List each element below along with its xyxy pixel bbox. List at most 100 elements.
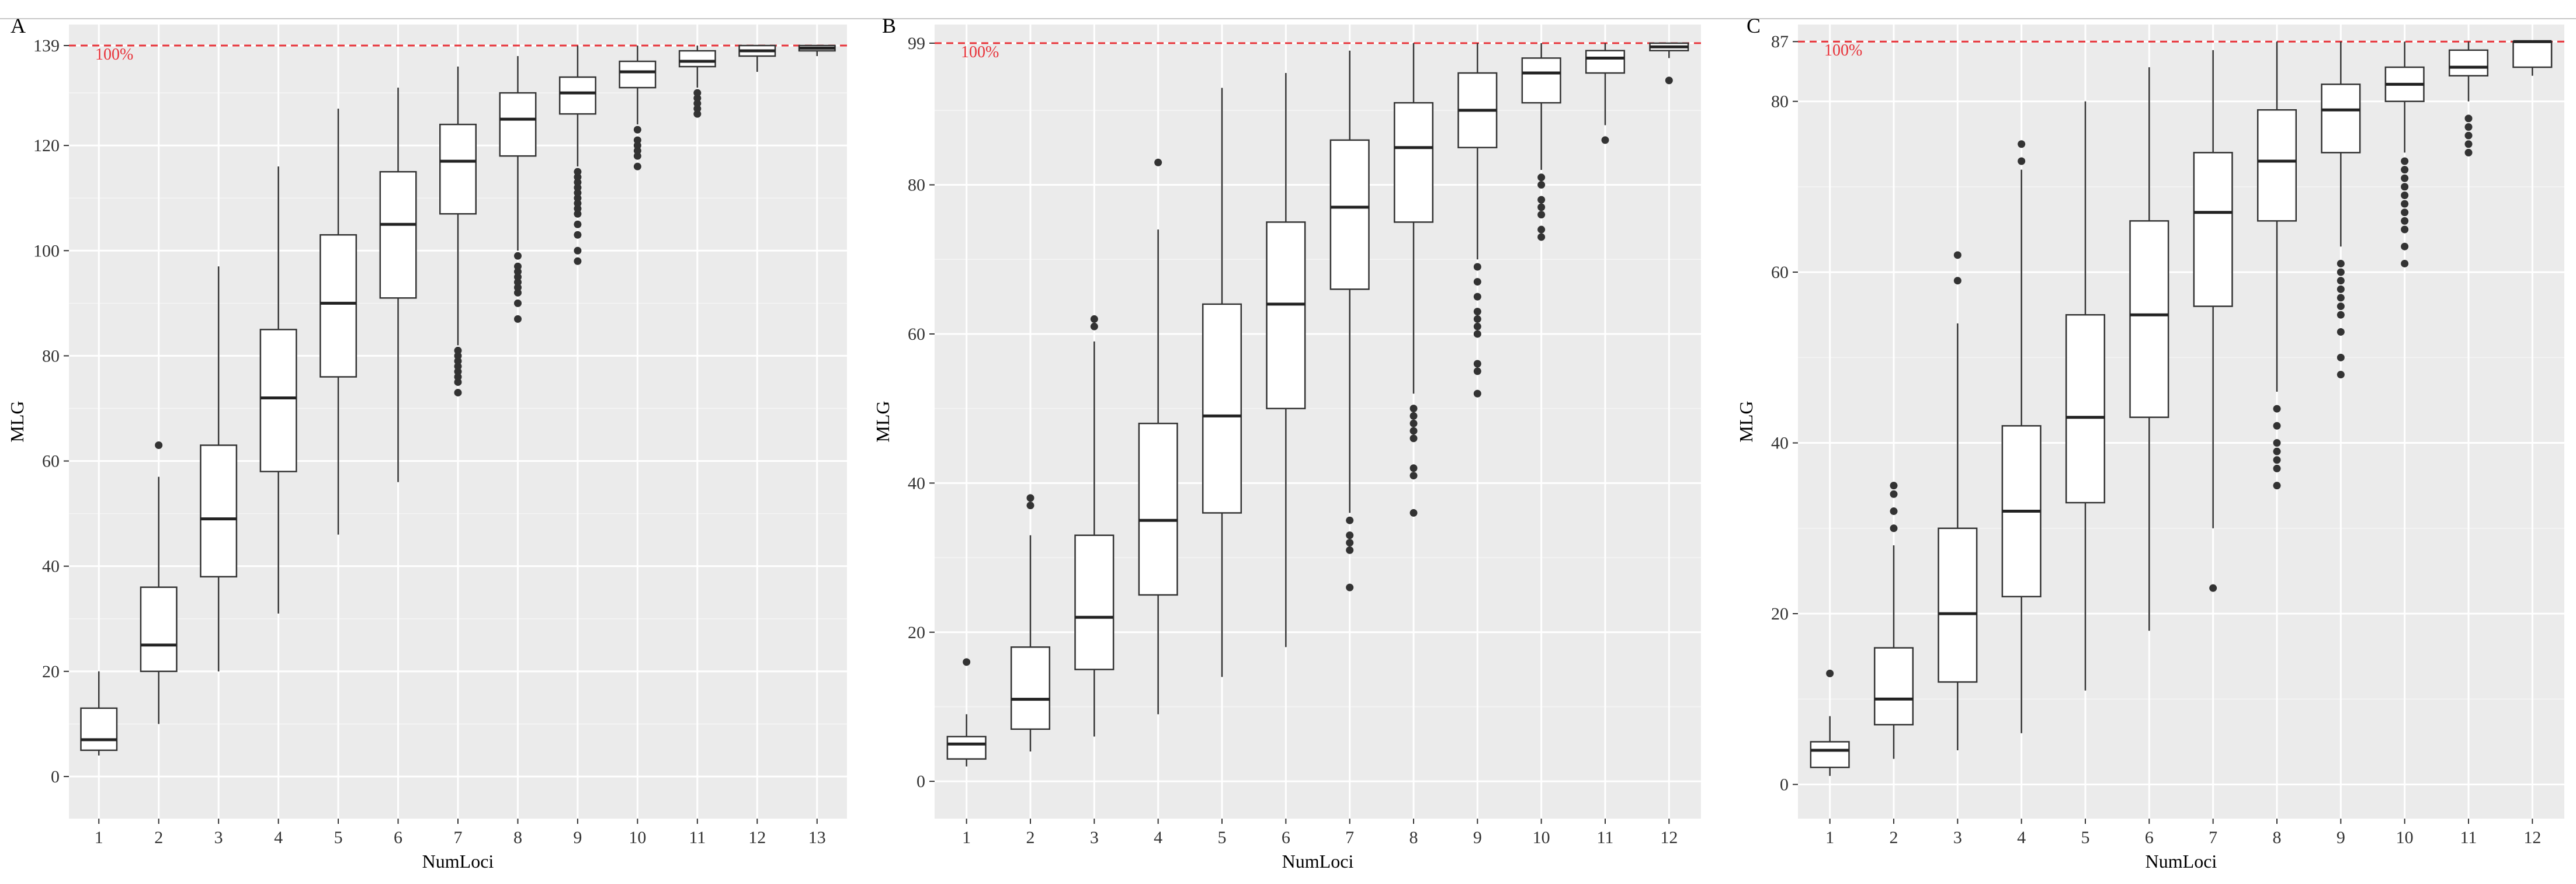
box-group-9 (558, 46, 596, 265)
box-group-8 (499, 56, 537, 323)
box-group-3 (1938, 251, 1978, 751)
x-tick-label: 13 (808, 828, 826, 847)
outlier-point (2337, 353, 2345, 361)
outlier-point (454, 388, 462, 396)
outlier-point (513, 252, 522, 260)
outlier-point (2337, 328, 2345, 336)
outlier-point (2209, 584, 2217, 592)
outlier-point (454, 373, 462, 381)
outlier-point (1409, 472, 1418, 480)
outlier-point (2337, 259, 2345, 267)
outlier-point (2401, 208, 2409, 217)
x-tick-label: 10 (1533, 828, 1550, 847)
outlier-point (1826, 669, 1834, 677)
x-tick-label: 9 (1473, 828, 1482, 847)
outlier-point (574, 246, 582, 255)
x-tick-label: 9 (573, 828, 582, 847)
box-iqr (1938, 527, 1978, 683)
outlier-point (574, 189, 582, 197)
outlier-point (1473, 330, 1481, 338)
box-iqr (1521, 57, 1561, 104)
x-tick-label: 11 (689, 828, 706, 847)
outlier-point (2337, 302, 2345, 311)
box-group-5 (1202, 88, 1242, 677)
x-tick-label: 1 (1825, 828, 1834, 847)
box-group-11 (2448, 41, 2489, 156)
y-tick-label: 40 (42, 557, 60, 576)
box-group-4 (259, 166, 297, 614)
outlier-point (454, 346, 462, 354)
box-group-1 (946, 658, 987, 767)
y-tick-label: 120 (33, 136, 60, 155)
outlier-point (1953, 251, 1961, 259)
x-tick-label: 4 (2017, 828, 2026, 847)
outlier-point (513, 283, 522, 291)
box-group-5 (2065, 101, 2106, 691)
outlier-point (2337, 268, 2345, 276)
box-iqr (200, 444, 238, 577)
x-tick-label: 12 (2523, 828, 2541, 847)
outlier-point (574, 168, 582, 176)
outlier-point (513, 288, 522, 297)
box-iqr (1138, 422, 1178, 596)
box-group-10 (1521, 43, 1561, 241)
outlier-point (1409, 419, 1418, 427)
outlier-point (454, 362, 462, 370)
box-iqr (140, 586, 178, 673)
outlier-point (2401, 259, 2409, 267)
x-tick-label: 8 (1409, 828, 1418, 847)
box-iqr (1585, 50, 1626, 74)
outlier-point (454, 357, 462, 365)
y-tick-label: 20 (1771, 604, 1789, 624)
outlier-point (1409, 427, 1418, 435)
box-iqr (1873, 647, 1914, 726)
outlier-point (1953, 277, 1961, 285)
outlier-point (2273, 456, 2281, 464)
outlier-point (1537, 225, 1546, 234)
box-group-7 (1329, 50, 1370, 591)
outlier-point (513, 315, 522, 323)
box-iqr (2321, 83, 2361, 154)
box-group-6 (2129, 67, 2169, 631)
outlier-point (2337, 285, 2345, 293)
outlier-point (1026, 502, 1034, 510)
box-group-6 (379, 88, 417, 482)
y-tick-label: 80 (1771, 92, 1789, 112)
box-group-13 (798, 44, 836, 57)
outlier-point (2464, 123, 2473, 131)
box-group-11 (678, 46, 716, 118)
outlier-point (2464, 114, 2473, 123)
x-tick-label: 7 (1345, 828, 1354, 847)
outlier-point (2464, 131, 2473, 140)
y-tick-label: 80 (42, 346, 60, 366)
box-iqr (1329, 139, 1370, 290)
outlier-point (2464, 140, 2473, 148)
box-group-3 (1074, 315, 1115, 737)
box-group-4 (2001, 140, 2042, 733)
box-iqr (1810, 741, 1850, 768)
y-tick-label: 0 (916, 772, 925, 791)
outlier-point (1473, 293, 1481, 301)
box-group-12 (2512, 40, 2553, 76)
box-group-1 (1810, 669, 1850, 776)
outlier-point (2273, 439, 2281, 447)
box-group-3 (200, 266, 238, 671)
box-iqr (2129, 220, 2169, 418)
outlier-point (1154, 158, 1162, 166)
y-tick-label: 80 (908, 176, 925, 195)
panel-background (935, 25, 1701, 819)
outlier-point (513, 278, 522, 286)
x-axis-title: NumLoci (1282, 851, 1354, 872)
x-tick-label: 10 (629, 828, 646, 847)
y-tick-label: 0 (1780, 775, 1789, 795)
box-iqr (2193, 152, 2233, 307)
outlier-point (1473, 322, 1481, 330)
x-tick-label: 1 (962, 828, 971, 847)
outlier-point (1537, 233, 1546, 241)
y-tick-label: 87 (1771, 32, 1789, 51)
x-tick-label: 7 (454, 828, 463, 847)
y-axis-title: MLG (872, 401, 893, 442)
outlier-point (1346, 539, 1354, 547)
outlier-point (1890, 524, 1898, 533)
outlier-point (2464, 148, 2473, 156)
